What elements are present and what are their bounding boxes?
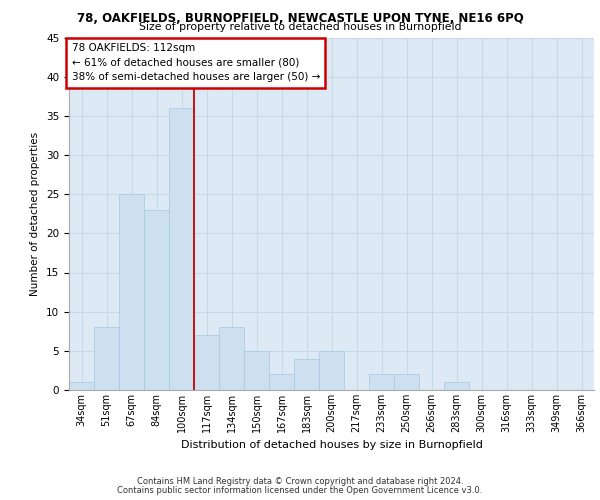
Bar: [119, 194, 144, 390]
Text: Contains HM Land Registry data © Crown copyright and database right 2024.: Contains HM Land Registry data © Crown c…: [137, 477, 463, 486]
Bar: [219, 328, 244, 390]
Text: 78, OAKFIELDS, BURNOPFIELD, NEWCASTLE UPON TYNE, NE16 6PQ: 78, OAKFIELDS, BURNOPFIELD, NEWCASTLE UP…: [77, 12, 523, 26]
Text: Contains public sector information licensed under the Open Government Licence v3: Contains public sector information licen…: [118, 486, 482, 495]
Bar: [69, 382, 94, 390]
Bar: [244, 351, 269, 390]
Y-axis label: Number of detached properties: Number of detached properties: [31, 132, 40, 296]
Bar: [294, 358, 319, 390]
Bar: [94, 328, 119, 390]
Bar: [319, 351, 344, 390]
Bar: [394, 374, 419, 390]
Bar: [444, 382, 469, 390]
Bar: [169, 108, 194, 390]
Bar: [194, 335, 219, 390]
Bar: [269, 374, 294, 390]
Text: Size of property relative to detached houses in Burnopfield: Size of property relative to detached ho…: [139, 22, 461, 32]
X-axis label: Distribution of detached houses by size in Burnopfield: Distribution of detached houses by size …: [181, 440, 482, 450]
Bar: [369, 374, 394, 390]
Text: 78 OAKFIELDS: 112sqm
← 61% of detached houses are smaller (80)
38% of semi-detac: 78 OAKFIELDS: 112sqm ← 61% of detached h…: [71, 43, 320, 82]
Bar: [144, 210, 169, 390]
